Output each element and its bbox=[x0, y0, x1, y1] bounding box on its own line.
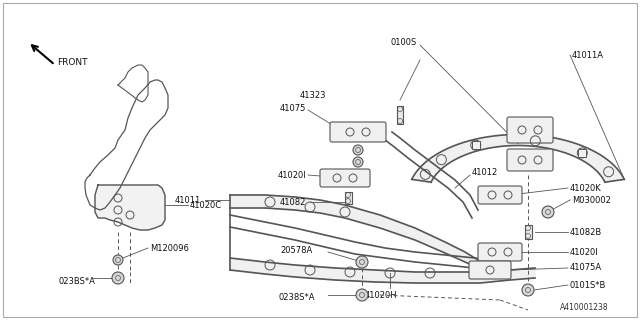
Text: 41323: 41323 bbox=[300, 91, 326, 100]
FancyBboxPatch shape bbox=[525, 225, 531, 239]
FancyBboxPatch shape bbox=[579, 149, 586, 157]
FancyBboxPatch shape bbox=[320, 169, 370, 187]
Text: 0101S*B: 0101S*B bbox=[570, 281, 606, 290]
Text: 41011: 41011 bbox=[175, 196, 201, 204]
Text: 41020C: 41020C bbox=[190, 201, 222, 210]
Text: 20578A: 20578A bbox=[280, 245, 312, 254]
Circle shape bbox=[522, 284, 534, 296]
Circle shape bbox=[356, 256, 368, 268]
Text: 41020K: 41020K bbox=[570, 183, 602, 193]
Polygon shape bbox=[230, 258, 535, 283]
Text: 41020I: 41020I bbox=[570, 247, 599, 257]
Circle shape bbox=[112, 272, 124, 284]
Text: 41082: 41082 bbox=[280, 197, 307, 206]
Text: 0100S: 0100S bbox=[390, 37, 416, 46]
FancyBboxPatch shape bbox=[472, 141, 480, 149]
Text: 41020I: 41020I bbox=[278, 171, 307, 180]
Text: 41082B: 41082B bbox=[570, 228, 602, 236]
Text: 41075A: 41075A bbox=[570, 263, 602, 273]
Polygon shape bbox=[230, 195, 478, 268]
Text: 41011A: 41011A bbox=[572, 51, 604, 60]
Text: M030002: M030002 bbox=[572, 196, 611, 204]
Text: 0238S*A: 0238S*A bbox=[278, 293, 314, 302]
Text: FRONT: FRONT bbox=[57, 58, 88, 67]
Circle shape bbox=[542, 206, 554, 218]
Text: 41012: 41012 bbox=[472, 167, 499, 177]
Polygon shape bbox=[412, 134, 624, 182]
FancyBboxPatch shape bbox=[507, 149, 553, 171]
FancyBboxPatch shape bbox=[3, 3, 637, 317]
FancyBboxPatch shape bbox=[469, 261, 511, 279]
Text: 41075: 41075 bbox=[280, 103, 307, 113]
Circle shape bbox=[113, 255, 123, 265]
Text: M120096: M120096 bbox=[150, 244, 189, 252]
Text: A410001238: A410001238 bbox=[560, 303, 609, 313]
FancyBboxPatch shape bbox=[478, 243, 522, 261]
FancyBboxPatch shape bbox=[344, 192, 351, 204]
FancyBboxPatch shape bbox=[330, 122, 386, 142]
FancyBboxPatch shape bbox=[507, 117, 553, 143]
FancyBboxPatch shape bbox=[397, 106, 403, 124]
Text: 023BS*A: 023BS*A bbox=[58, 277, 95, 286]
Circle shape bbox=[356, 289, 368, 301]
Circle shape bbox=[353, 157, 363, 167]
Text: 41020H: 41020H bbox=[365, 291, 397, 300]
FancyBboxPatch shape bbox=[478, 186, 522, 204]
Polygon shape bbox=[95, 185, 165, 230]
Circle shape bbox=[353, 145, 363, 155]
